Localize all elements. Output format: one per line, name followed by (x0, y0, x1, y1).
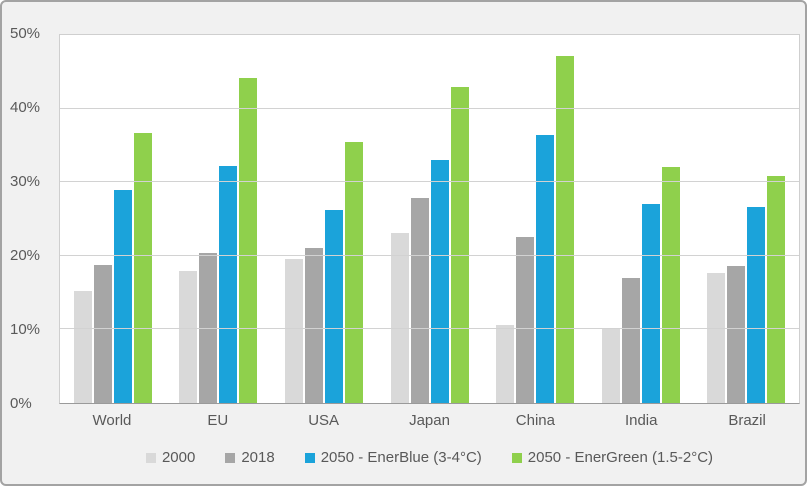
bar-japan-2000 (390, 232, 409, 403)
x-axis-label-eu: EU (207, 412, 229, 429)
bar-india-2050-energreen-1-5-2-c (661, 167, 680, 403)
bar-china-2050-energreen-1-5-2-c (556, 56, 575, 403)
x-axis-label-brazil: Brazil (728, 412, 766, 429)
legend-item-2050-enerblue-3-4-c: 2050 - EnerBlue (3-4°C) (304, 449, 482, 466)
legend: 2000 2018 2050 - EnerBlue (3-4°C) 2050 - En… (59, 449, 800, 466)
legend-label: 2000 (161, 449, 196, 466)
bar-usa-2050-energreen-1-5-2-c (344, 142, 363, 403)
bar-brazil-2050-enerblue-3-4-c (747, 206, 766, 403)
x-axis: World EU USA Japan China India Brazil (59, 412, 800, 429)
legend-swatch-2000 (145, 452, 156, 463)
legend-label: 2050 - EnerGreen (1.5-2°C) (527, 449, 714, 466)
gridline-20% (60, 254, 799, 256)
bar-world-2018 (93, 265, 112, 403)
legend-label: 2050 - EnerBlue (3-4°C) (320, 449, 482, 466)
bar-usa-2018 (304, 248, 323, 403)
y-tick-label-30%: 30% (10, 173, 41, 190)
x-axis-label-india: India (624, 412, 658, 429)
y-tick-label-50%: 50% (10, 25, 41, 42)
bar-china-2000 (496, 324, 515, 403)
bar-india-2000 (601, 329, 620, 403)
bar-usa-2000 (284, 259, 303, 403)
bar-group-japan (377, 35, 483, 403)
x-axis-label-world: World (92, 412, 132, 429)
bar-japan-2050-energreen-1-5-2-c (450, 87, 469, 403)
x-axis-label-china: China (515, 412, 555, 429)
bar-usa-2050-enerblue-3-4-c (324, 210, 343, 403)
x-axis-label-japan: Japan (409, 412, 450, 429)
bar-china-2050-enerblue-3-4-c (536, 135, 555, 403)
bar-group-india (588, 35, 694, 403)
bar-world-2050-enerblue-3-4-c (113, 189, 132, 403)
bar-eu-2018 (199, 252, 218, 403)
x-axis-label-usa: USA (308, 412, 340, 429)
bar-brazil-2000 (707, 273, 726, 403)
bar-groups (60, 35, 799, 403)
bar-world-2050-energreen-1-5-2-c (133, 132, 152, 403)
bar-india-2050-enerblue-3-4-c (641, 204, 660, 403)
bar-world-2000 (73, 291, 92, 403)
gridline-30% (60, 181, 799, 183)
bar-india-2018 (621, 277, 640, 403)
gridline-40% (60, 107, 799, 109)
bar-brazil-2018 (727, 266, 746, 403)
bar-china-2018 (516, 236, 535, 403)
bar-group-china (482, 35, 588, 403)
bar-brazil-2050-energreen-1-5-2-c (767, 176, 786, 403)
bar-group-eu (166, 35, 272, 403)
bar-eu-2050-enerblue-3-4-c (219, 166, 238, 403)
legend-label: 2018 (241, 449, 275, 466)
bar-group-usa (271, 35, 377, 403)
y-tick-label-40%: 40% (10, 99, 41, 116)
bar-group-world (60, 35, 166, 403)
y-tick-label-20%: 20% (10, 247, 41, 264)
bar-japan-2050-enerblue-3-4-c (430, 160, 449, 403)
plot-area (59, 34, 800, 404)
legend-swatch-2050-energreen-1-5-2-c (511, 452, 522, 463)
y-tick-label-0%: 0% (10, 395, 32, 412)
gridline-10% (60, 328, 799, 330)
legend-item-2050-energreen-1-5-2-c: 2050 - EnerGreen (1.5-2°C) (511, 449, 714, 466)
bar-group-brazil (693, 35, 799, 403)
bar-eu-2000 (179, 270, 198, 403)
legend-item-2018: 2018 (225, 449, 275, 466)
legend-swatch-2050-enerblue-3-4-c (304, 452, 315, 463)
y-tick-label-10%: 10% (10, 321, 41, 338)
bar-eu-2050-energreen-1-5-2-c (239, 77, 258, 403)
bar-japan-2018 (410, 198, 429, 403)
legend-item-2000: 2000 (145, 449, 196, 466)
legend-swatch-2018 (225, 452, 236, 463)
